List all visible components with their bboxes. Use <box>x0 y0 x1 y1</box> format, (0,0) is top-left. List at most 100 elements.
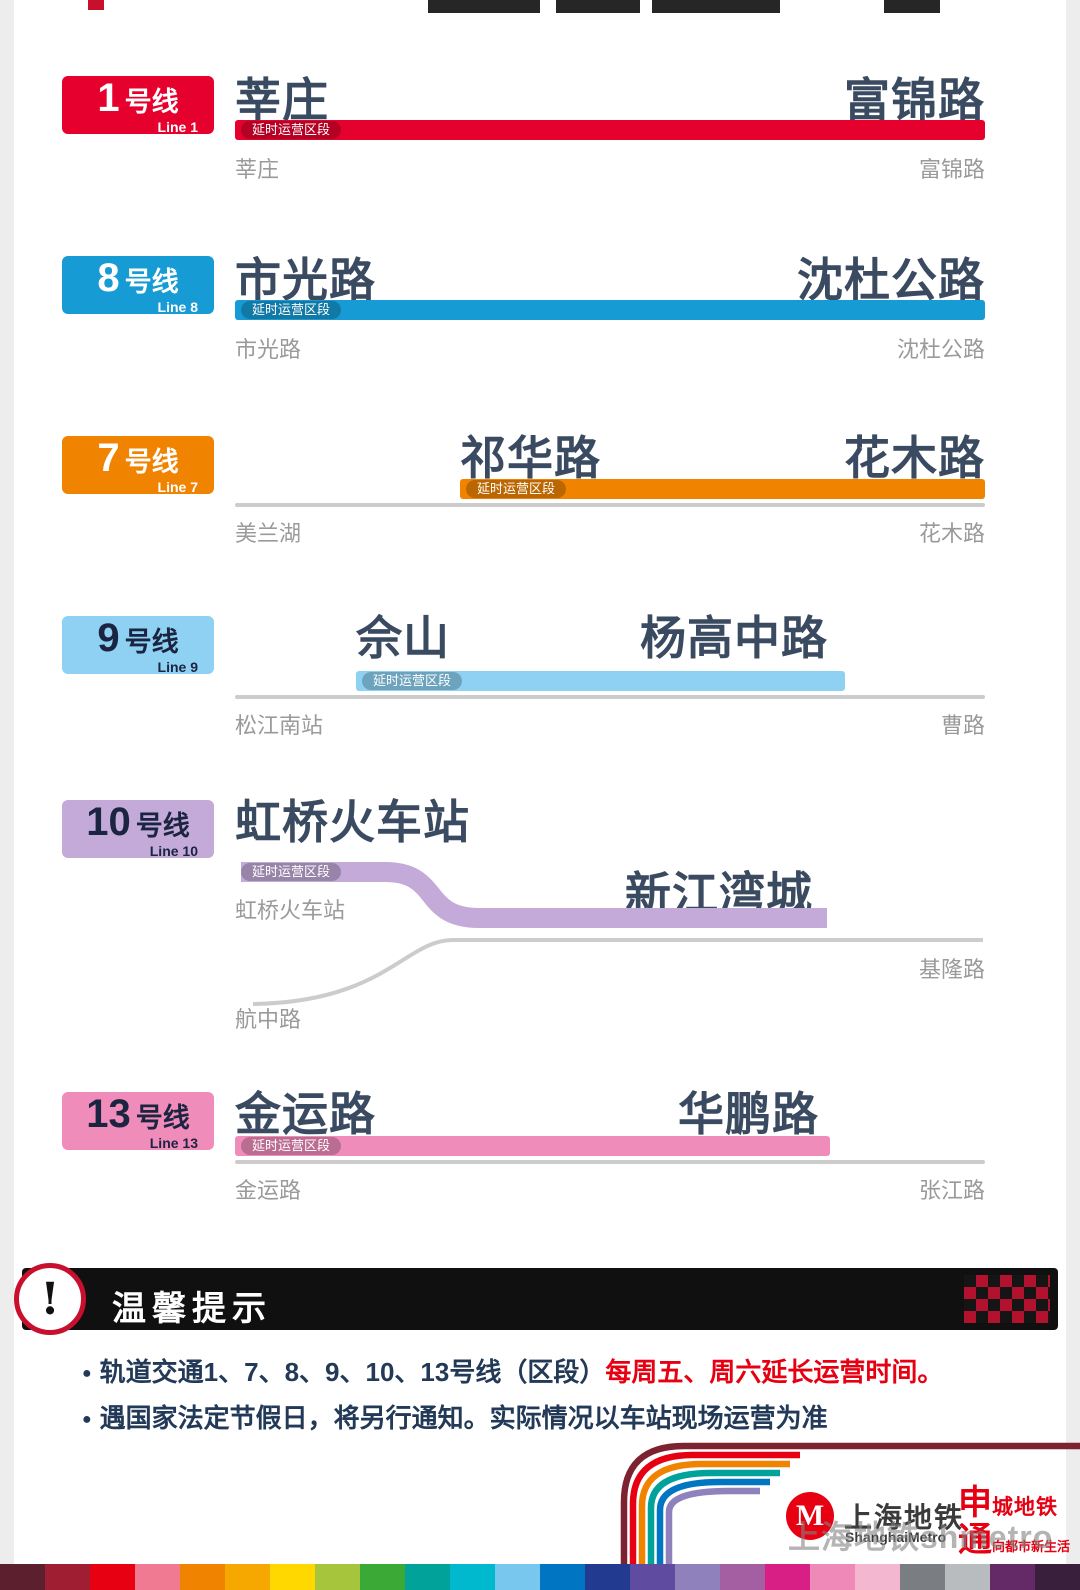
strip-segment <box>270 1564 315 1590</box>
badge-subtitle: Line 1 <box>157 119 198 135</box>
badge-title: 13 号线 <box>86 1094 190 1134</box>
arc-stripe <box>629 1451 800 1590</box>
strip-segment <box>765 1564 810 1590</box>
strip-segment <box>45 1564 90 1590</box>
badge-suffix: 号线 <box>124 267 179 297</box>
strip-segment <box>585 1564 630 1590</box>
strip-segment <box>630 1564 675 1590</box>
line-10-segment-start-title: 虹桥火车站 <box>235 797 470 848</box>
badge-title: 10 号线 <box>86 802 190 842</box>
watermark-text: 上海地铁shmetro <box>788 1519 1054 1555</box>
strip-segment <box>90 1564 135 1590</box>
line-10-gray-branch <box>252 938 454 1006</box>
line-7-track <box>235 503 985 507</box>
delay-segment-tag: 延时运营区段 <box>241 863 342 881</box>
bullet-2-text: 遇国家法定节假日，将另行通知。实际情况以车站现场运营为准 <box>99 1403 828 1433</box>
badge-title: 8 号线 <box>97 258 178 298</box>
badge-title: 7 号线 <box>97 438 178 478</box>
notice-bullet-2: ● 遇国家法定节假日，将另行通知。实际情况以车站现场运营为准 <box>82 1398 828 1435</box>
badge-number: 13 <box>86 1092 131 1136</box>
bottom-strip <box>0 1564 1080 1590</box>
right-margin <box>1066 0 1080 1590</box>
line-8-end-title: 沈杜公路 <box>797 255 985 306</box>
line-10-badge: 10 号线 Line 10 <box>62 800 214 858</box>
strip-segment <box>990 1564 1035 1590</box>
slogan-line1-rest: 城地铁 <box>992 1496 1058 1519</box>
line-13-segment-start-title: 金运路 <box>235 1089 376 1140</box>
line-10-branch-endpoint: 航中路 <box>235 1007 302 1032</box>
delay-segment-tag: 延时运营区段 <box>241 301 342 319</box>
line-13-badge: 13 号线 Line 13 <box>62 1092 214 1150</box>
badge-subtitle: Line 13 <box>149 1135 198 1151</box>
top-edge-artifact <box>428 0 540 13</box>
badge-title: 9 号线 <box>97 618 178 658</box>
strip-segment <box>675 1564 720 1590</box>
line-7-badge: 7 号线 Line 7 <box>62 436 214 494</box>
badge-suffix: 号线 <box>135 811 190 841</box>
delay-segment-tag: 延时运营区段 <box>362 672 463 690</box>
left-margin <box>0 0 14 1590</box>
top-edge-artifact <box>88 0 104 10</box>
line-7-left-endpoint: 美兰湖 <box>235 521 302 546</box>
slogan-line2-big: 通 <box>958 1521 992 1559</box>
line-1-delay-bar: 延时运营区段 <box>235 120 985 140</box>
badge-number: 8 <box>97 256 120 300</box>
delay-segment-tag: 延时运营区段 <box>466 480 567 498</box>
line-8-right-endpoint: 沈杜公路 <box>896 337 985 362</box>
strip-segment <box>495 1564 540 1590</box>
slogan-line2-rest: 向都市新生活 <box>992 1539 1071 1554</box>
badge-subtitle: Line 10 <box>149 843 198 859</box>
top-edge-artifact <box>652 0 780 13</box>
badge-suffix: 号线 <box>124 627 179 657</box>
strip-segment <box>900 1564 945 1590</box>
bullet-1-text: 轨道交通1、7、8、9、10、13号线（区段） <box>99 1357 606 1387</box>
strip-segment <box>540 1564 585 1590</box>
line-10-right-endpoint: 基隆路 <box>918 957 985 982</box>
line-1-start-title: 莘庄 <box>235 75 329 126</box>
badge-subtitle: Line 9 <box>157 659 198 675</box>
arc-stripe <box>647 1469 780 1590</box>
badge-suffix: 号线 <box>124 87 179 117</box>
line-1-badge: 1 号线 Line 1 <box>62 76 214 134</box>
bullet-dot: ● <box>82 1365 92 1382</box>
line-1-end-title: 富锦路 <box>844 75 985 126</box>
top-edge-artifact <box>556 0 640 13</box>
line-9-right-endpoint: 曹路 <box>940 713 985 738</box>
line-10-track-diagram <box>241 862 983 1006</box>
strip-segment <box>180 1564 225 1590</box>
line-8-delay-bar: 延时运营区段 <box>235 300 985 320</box>
strip-segment <box>810 1564 855 1590</box>
line-9-badge: 9 号线 Line 9 <box>62 616 214 674</box>
bullet-1-highlight: 每周五、周六延长运营时间。 <box>605 1357 944 1387</box>
slogan-line1-big: 申 <box>958 1484 992 1522</box>
strip-segment <box>360 1564 405 1590</box>
strip-segment <box>405 1564 450 1590</box>
line-8-start-title: 市光路 <box>235 255 376 306</box>
logo-glyph: M <box>795 1499 825 1532</box>
strip-segment <box>1035 1564 1080 1590</box>
line-10-delay-segment <box>241 862 827 928</box>
line-13-delay-bar: 延时运营区段 <box>235 1136 830 1156</box>
arc-stripe <box>620 1442 1080 1590</box>
strip-segment <box>720 1564 765 1590</box>
line-13-left-endpoint: 金运路 <box>235 1178 302 1203</box>
badge-number: 7 <box>97 436 120 480</box>
line-7-end-title: 花木路 <box>844 433 985 484</box>
line-13-segment-end-title: 华鹏路 <box>678 1089 819 1140</box>
notice-title: 温馨提示 <box>112 1290 272 1328</box>
strip-segment <box>450 1564 495 1590</box>
checker-decoration <box>964 1275 1050 1323</box>
line-9-segment-end-title: 杨高中路 <box>640 613 828 664</box>
delay-segment-tag: 延时运营区段 <box>241 1137 342 1155</box>
badge-number: 10 <box>86 800 131 844</box>
shanghai-metro-logo-icon: M <box>786 1492 834 1540</box>
line-9-left-endpoint: 松江南站 <box>235 713 324 738</box>
strip-segment <box>315 1564 360 1590</box>
strip-segment <box>225 1564 270 1590</box>
line-13-right-endpoint: 张江路 <box>918 1178 985 1203</box>
strip-segment <box>0 1564 45 1590</box>
strip-segment <box>135 1564 180 1590</box>
arc-stripe <box>665 1487 760 1590</box>
line-7-right-endpoint: 花木路 <box>918 521 985 546</box>
